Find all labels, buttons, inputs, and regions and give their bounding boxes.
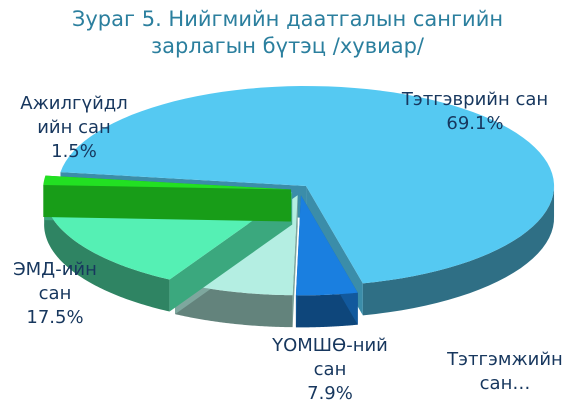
value-label: 7.9%: [307, 383, 353, 404]
category-label: ҮОМШӨ-ний сан: [272, 335, 388, 380]
slice-label: Тэтгэврийн сан 69.1%: [385, 88, 565, 136]
chart-title-block: Зураг 5. Нийгмийн даатгалын сангийн зарл…: [0, 6, 575, 60]
slice-side: [295, 292, 358, 328]
value-label: 17.5%: [26, 307, 84, 328]
category-label: ЭМД-ийн сан: [13, 259, 97, 304]
slice-side: [175, 282, 293, 328]
slice-top: [43, 175, 292, 190]
slice-side: [44, 190, 170, 312]
value-label: 69.1%: [446, 113, 504, 134]
chart-subtitle: зарлагын бүтэц /хувиар/: [150, 34, 424, 58]
slice-side: [362, 184, 555, 316]
slice-wall: [292, 195, 298, 328]
slice-top: [60, 86, 555, 284]
value-label: 1.5%: [51, 141, 97, 162]
pie-slice: [295, 195, 358, 328]
category-label: Тэтгэмжийн сан…: [447, 349, 563, 394]
slice-top: [295, 195, 358, 296]
category-label: Ажилгүйдлийн сан: [20, 93, 128, 138]
chart-title: Зураг 5. Нийгмийн даатгалын сангийн: [71, 7, 504, 31]
slice-label: ҮОМШӨ-ний сан 7.9%: [270, 334, 390, 406]
slice-label: ЭМД-ийн сан 17.5%: [10, 258, 100, 330]
slice-label: Ажилгүйдлийн сан 1.5%: [18, 92, 130, 164]
slice-label: Тэтгэмжийн сан…: [435, 348, 575, 396]
category-label: Тэтгэврийн сан: [401, 89, 549, 110]
pie-slice: [43, 175, 292, 222]
